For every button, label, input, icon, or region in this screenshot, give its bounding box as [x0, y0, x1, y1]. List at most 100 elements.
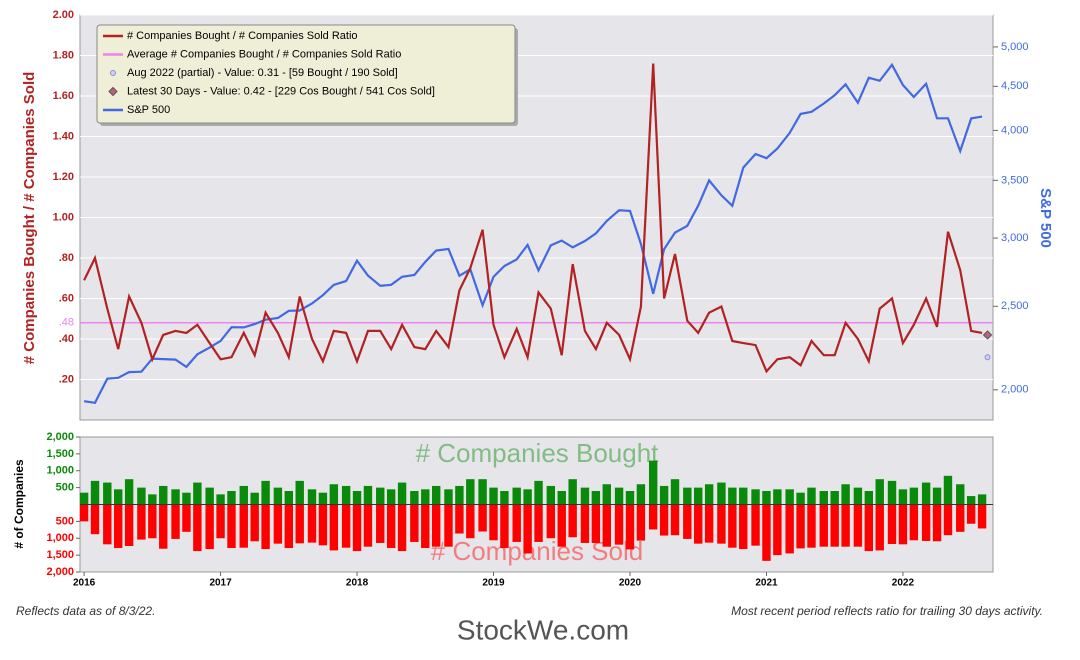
series-line	[83, 62, 983, 405]
bar	[512, 487, 521, 505]
bar	[785, 489, 794, 505]
bar	[239, 485, 248, 505]
bar	[602, 484, 611, 505]
bar	[932, 504, 942, 542]
bar	[489, 487, 498, 505]
bar	[352, 504, 362, 552]
bar	[956, 504, 965, 532]
legend-label: Average # Companies Bought / # Companies…	[127, 48, 401, 60]
bar	[773, 504, 782, 556]
x-tick-label: 2018	[346, 578, 369, 589]
y-tick-label: .40	[59, 333, 74, 345]
bar	[887, 480, 897, 505]
bar	[329, 504, 339, 551]
y-tick-label: 1.60	[53, 90, 74, 102]
bar	[376, 504, 385, 543]
bar	[193, 504, 202, 552]
y2-tick-label: 5,000	[1001, 41, 1029, 53]
bar	[159, 485, 168, 505]
y2-tick-label: 3,000	[1001, 232, 1029, 244]
bar	[523, 489, 532, 505]
bar	[762, 491, 771, 505]
bar	[455, 504, 464, 534]
y-tick-label: 1,000	[46, 532, 74, 544]
bar	[410, 491, 419, 505]
bar	[898, 489, 908, 505]
bar	[785, 504, 794, 554]
bar	[397, 504, 407, 552]
bar	[250, 504, 259, 542]
y2-tick-label: 4,000	[1001, 124, 1029, 136]
y2-tick-label: 2,500	[1001, 300, 1029, 312]
bar	[90, 504, 100, 535]
bar	[534, 504, 543, 542]
bar	[830, 491, 839, 505]
y-tick-label: 500	[56, 515, 74, 527]
bought-watermark: # Companies Bought	[416, 438, 660, 468]
bar	[546, 504, 556, 539]
bar	[625, 491, 635, 505]
latest-point	[982, 330, 993, 340]
x-tick-label: 2021	[755, 578, 778, 589]
bar	[466, 504, 475, 539]
footnote-left: Reflects data as of 8/3/22.	[16, 604, 155, 618]
bar	[614, 487, 624, 505]
y-tick-label: 1.00	[53, 211, 74, 223]
bar	[137, 504, 146, 540]
bar	[79, 504, 89, 522]
bar	[864, 491, 874, 505]
bar	[478, 504, 487, 532]
bar	[717, 504, 726, 544]
y-tick-label: 1.20	[53, 171, 74, 183]
bar	[295, 480, 304, 505]
bar	[921, 482, 931, 505]
y-tick-label: 500	[56, 482, 74, 494]
bar	[421, 489, 430, 505]
y-axis-title: # Companies Bought / # Companies Sold	[21, 72, 38, 365]
bar	[455, 485, 464, 505]
x-tick-label: 2022	[892, 578, 915, 589]
bar	[602, 504, 611, 547]
bar	[864, 504, 874, 552]
x-tick-label: 2017	[209, 578, 232, 589]
bar	[318, 504, 328, 546]
bar	[807, 504, 816, 548]
y-tick-label: .20	[59, 373, 74, 385]
legend-label: S&P 500	[127, 104, 170, 116]
legend	[96, 24, 516, 124]
bar	[648, 504, 658, 530]
bar	[659, 485, 669, 505]
bar	[227, 491, 236, 505]
bar	[694, 487, 703, 505]
bar	[205, 504, 214, 550]
bar	[796, 492, 805, 505]
bar	[921, 504, 931, 541]
bar	[329, 484, 339, 505]
bar	[171, 504, 180, 539]
legend-swatch	[110, 70, 116, 76]
y-tick-label: 1.40	[53, 130, 74, 142]
bar	[444, 504, 453, 547]
bar	[284, 491, 294, 505]
bar	[887, 504, 897, 544]
bar	[478, 479, 487, 505]
bar	[205, 487, 214, 505]
bar	[704, 504, 714, 543]
legend-label: Aug 2022 (partial) - Value: 0.31 - [59 B…	[127, 67, 398, 79]
bar	[182, 492, 191, 505]
bar	[557, 504, 566, 547]
bar	[512, 504, 521, 542]
bar	[148, 494, 157, 505]
bar	[909, 504, 919, 541]
bar	[410, 504, 419, 542]
bar	[751, 489, 760, 505]
bar	[171, 489, 180, 505]
bar	[659, 504, 669, 536]
bar	[79, 492, 89, 505]
y-tick-label: 2,000	[46, 566, 74, 578]
bar	[534, 480, 543, 505]
bar	[909, 487, 919, 505]
y-tick-label: 1,500	[46, 448, 74, 460]
bar	[853, 504, 863, 547]
